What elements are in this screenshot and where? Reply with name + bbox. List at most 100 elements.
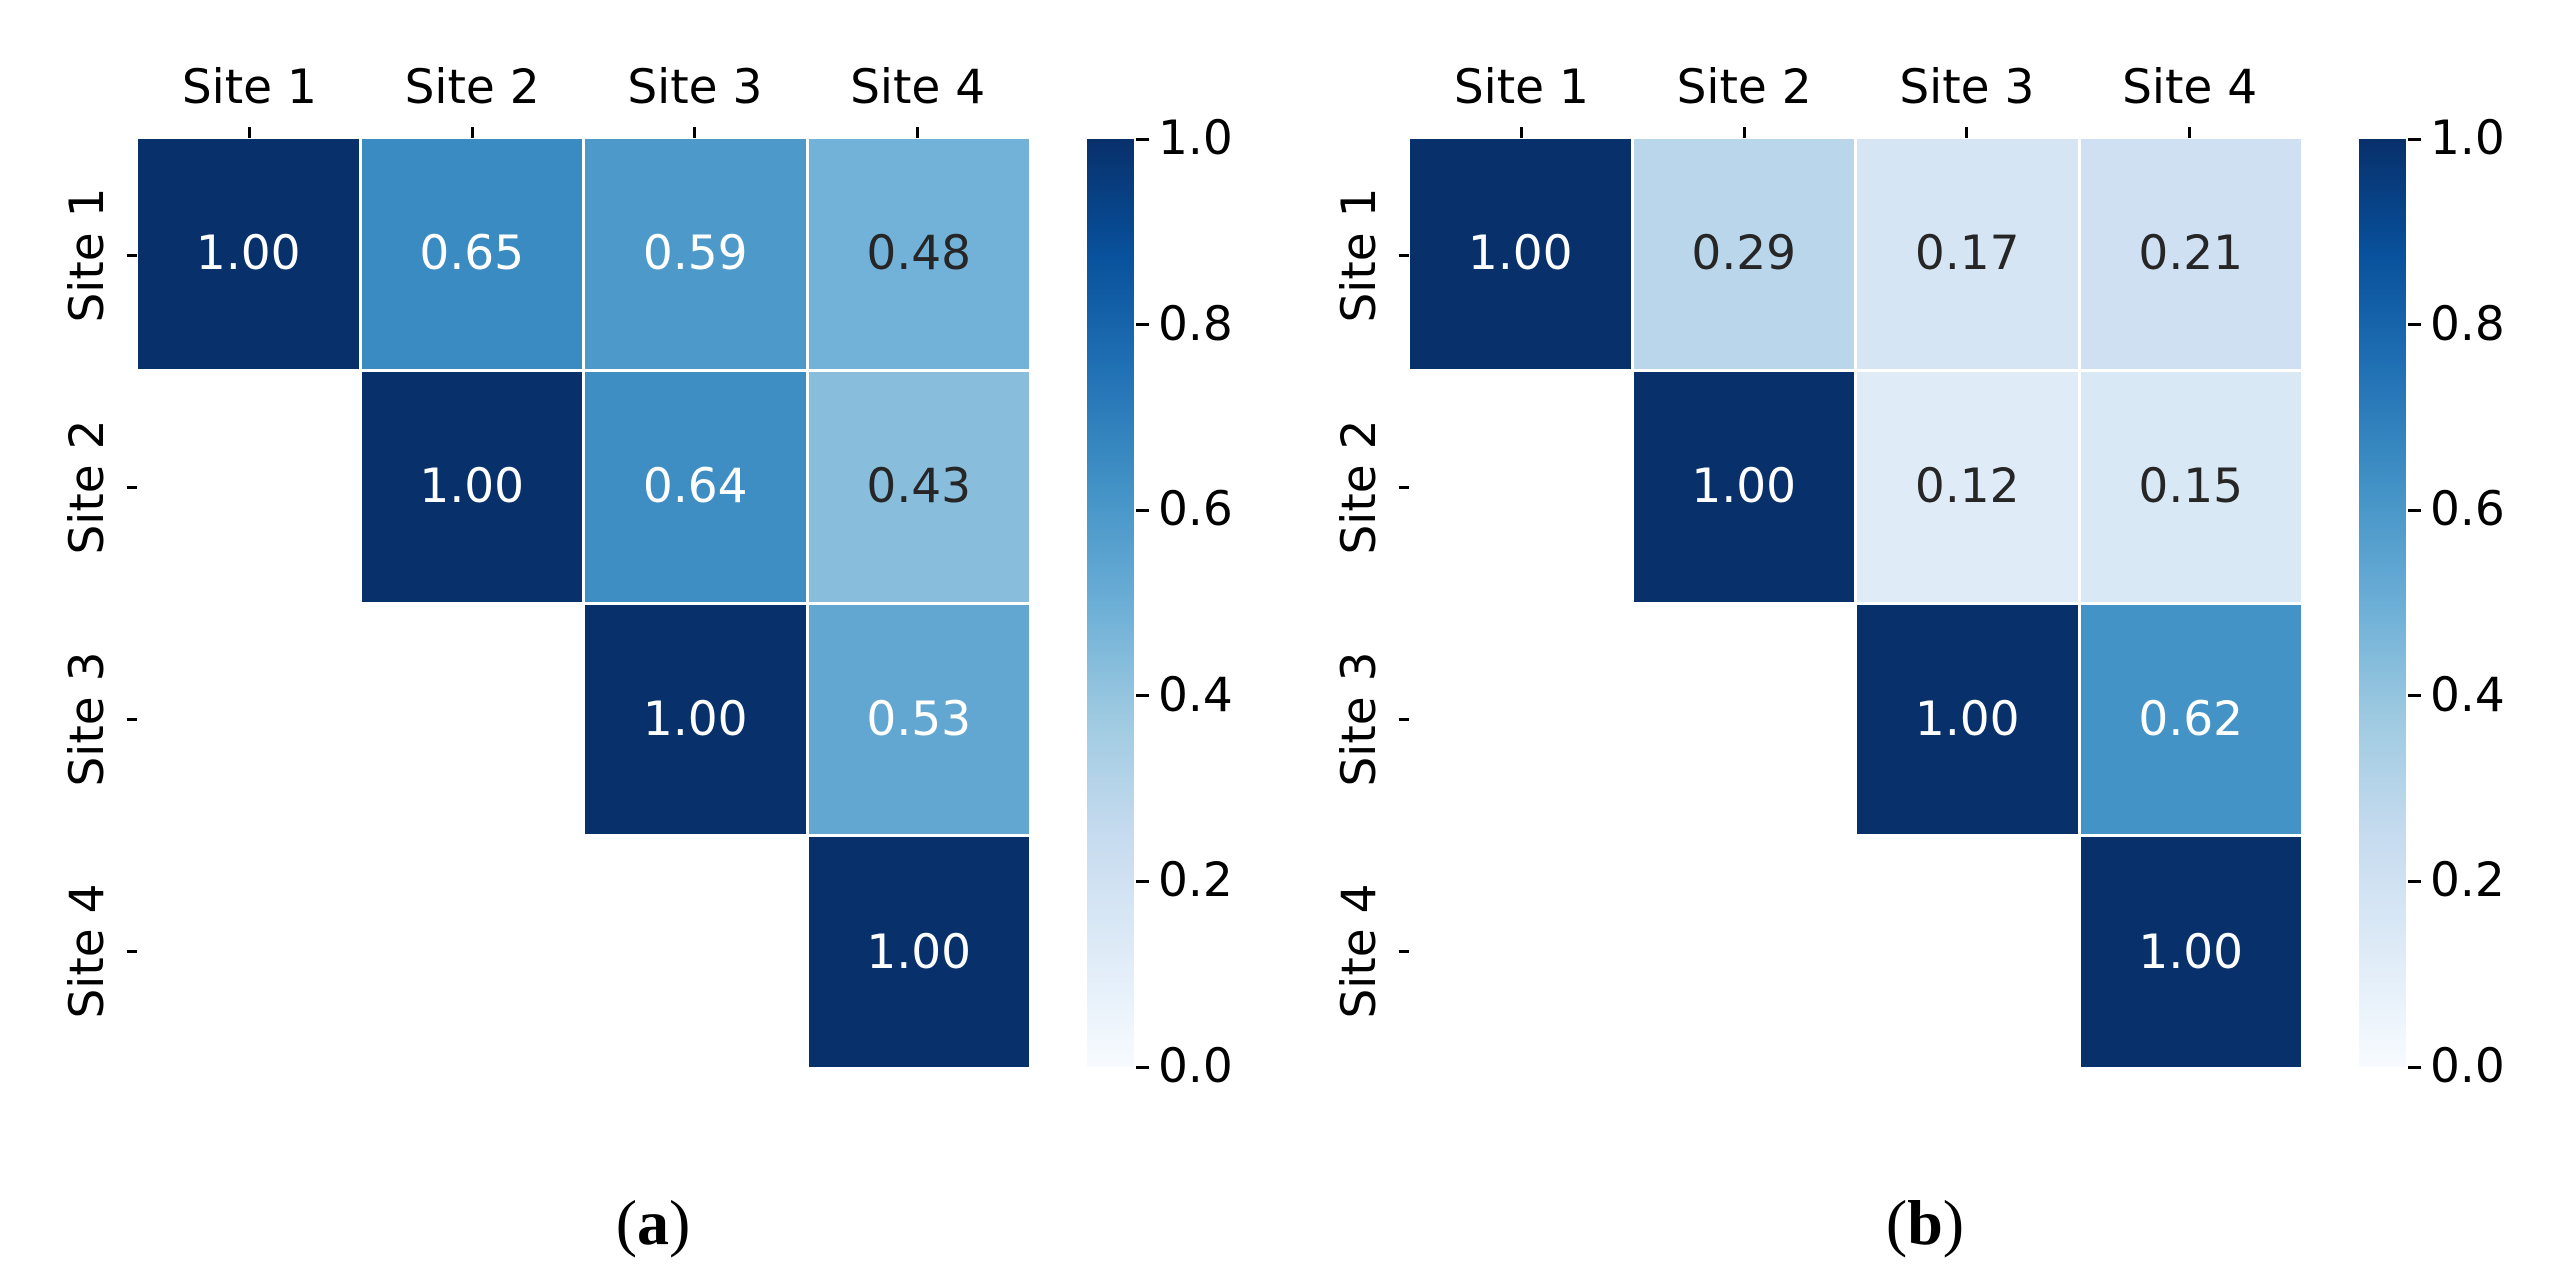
panel-b: Site 1 Site 2 Site 3 Site 4 Site 1 Site 2 Sit… — [1332, 0, 2553, 1277]
heatmap-cell: 0.29 — [1633, 139, 1854, 369]
x-tick-mark — [470, 127, 474, 138]
subfigure-caption: (b) — [1885, 1187, 1965, 1258]
colorbar-tick-label: 0.4 — [2430, 667, 2505, 723]
masked-cell — [1410, 837, 1631, 1067]
panel-a: Site 1 Site 2 Site 3 Site 4 Site 1 Site 2 Sit… — [60, 0, 1281, 1277]
cell-value: 0.43 — [866, 459, 972, 515]
y-tick-mark — [127, 949, 137, 953]
x-tick-mark — [2188, 127, 2192, 138]
heatmap-cell: 0.43 — [808, 371, 1029, 602]
x-tick-mark — [1742, 127, 1746, 138]
cell-value: 1.00 — [642, 691, 748, 747]
heatmap-cell: 1.00 — [1410, 139, 1631, 369]
masked-cell — [585, 837, 806, 1067]
y-tick-mark — [1399, 949, 1409, 953]
heatmap-cell: 0.15 — [2080, 371, 2301, 602]
colorbar-tick-label: 0.4 — [1158, 667, 1233, 723]
colorbar-tick-mark — [2408, 1065, 2421, 1069]
cell-value: 0.64 — [642, 459, 748, 515]
colorbar-tick-label: 0.8 — [1158, 296, 1233, 352]
x-tick-mark — [1519, 127, 1523, 138]
colorbar-tick-label: 1.0 — [2430, 111, 2505, 166]
heatmap-cell: 1.00 — [808, 837, 1029, 1067]
x-tick-label: Site 4 — [850, 60, 986, 115]
colorbar-tick-label: 0.2 — [2430, 853, 2505, 909]
x-tick-mark — [1965, 127, 1969, 138]
x-tick-mark — [693, 127, 697, 138]
heatmap-cell: 0.12 — [1857, 371, 2078, 602]
heatmap-cell: 1.00 — [1633, 371, 1854, 602]
masked-cell — [1857, 837, 2078, 1067]
heatmap-cell: 1.00 — [1857, 604, 2078, 835]
cell-value: 1.00 — [419, 459, 525, 515]
cell-value: 1.00 — [1467, 226, 1573, 282]
heatmap-cell: 0.17 — [1857, 139, 2078, 369]
masked-cell — [138, 605, 359, 835]
x-tick-label: Site 2 — [1676, 60, 1812, 115]
colorbar-tick-label: 0.2 — [1158, 853, 1233, 909]
x-tick-label: Site 3 — [1899, 60, 2035, 115]
colorbar-tick-mark — [2408, 508, 2421, 512]
y-tick-label: Site 3 — [60, 651, 115, 787]
y-tick-mark — [1399, 717, 1409, 721]
subfigure-caption: (a) — [615, 1187, 691, 1258]
y-tick-mark — [1399, 253, 1409, 257]
x-tick-label: Site 2 — [404, 60, 540, 115]
y-tick-label: Site 1 — [1332, 187, 1387, 323]
y-tick-mark — [1399, 485, 1409, 489]
colorbar-tick-label: 0.6 — [2430, 482, 2505, 538]
colorbar-tick-mark — [1136, 879, 1149, 883]
x-tick-label: Site 1 — [181, 60, 317, 115]
heatmap-cell: 0.53 — [808, 604, 1029, 835]
y-tick-label: Site 1 — [60, 187, 115, 323]
heatmap-cell: 0.62 — [2080, 604, 2301, 835]
cell-value: 0.59 — [642, 226, 748, 282]
heatmap-cell: 1.00 — [2080, 837, 2301, 1067]
x-tick-label: Site 1 — [1453, 60, 1589, 115]
x-tick-label: Site 4 — [2122, 60, 2258, 115]
colorbar-tick-mark — [1136, 137, 1149, 141]
colorbar-tick-mark — [1136, 1065, 1149, 1069]
x-tick-mark — [247, 127, 251, 138]
masked-cell — [362, 837, 583, 1067]
colorbar-tick-label: 0.8 — [2430, 296, 2505, 352]
heatmap-cell: 0.65 — [361, 139, 582, 369]
heatmap-cell: 0.48 — [808, 139, 1029, 369]
heatmap-cell: 1.00 — [361, 371, 582, 602]
y-tick-label: Site 3 — [1332, 651, 1387, 787]
colorbar-tick-label: 0.6 — [1158, 482, 1233, 538]
cell-value: 1.00 — [1691, 459, 1797, 515]
cell-value: 0.12 — [1914, 459, 2020, 515]
y-tick-label: Site 2 — [60, 419, 115, 555]
heatmap-cell: 0.21 — [2080, 139, 2301, 369]
colorbar — [2359, 139, 2406, 1067]
masked-cell — [1634, 837, 1855, 1067]
heatmap-cell: 1.00 — [138, 139, 359, 369]
masked-cell — [1634, 605, 1855, 835]
y-tick-mark — [127, 485, 137, 489]
masked-cell — [138, 372, 359, 602]
y-tick-mark — [127, 253, 137, 257]
colorbar — [1087, 139, 1134, 1067]
heatmap-cell: 0.59 — [585, 139, 806, 369]
colorbar-tick-label: 0.0 — [1158, 1039, 1233, 1094]
cell-value: 0.65 — [419, 226, 525, 282]
cell-value: 1.00 — [195, 226, 301, 282]
x-tick-label: Site 3 — [627, 60, 763, 115]
masked-cell — [362, 605, 583, 835]
cell-value: 0.17 — [1914, 226, 2020, 282]
x-tick-mark — [916, 127, 920, 138]
heatmap-cell: 1.00 — [585, 604, 806, 835]
heatmap-grid: 1.00 0.65 0.59 0.48 1.00 0.64 0.43 1.00 0.53 1.00 — [138, 139, 1029, 1067]
y-tick-label: Site 4 — [60, 883, 115, 1019]
colorbar-tick-mark — [2408, 323, 2421, 327]
colorbar-tick-mark — [2408, 137, 2421, 141]
cell-value: 1.00 — [1914, 691, 2020, 747]
caption-letter: b — [1907, 1187, 1943, 1258]
colorbar-tick-label: 1.0 — [1158, 111, 1233, 166]
y-tick-mark — [127, 717, 137, 721]
colorbar-tick-mark — [2408, 694, 2421, 698]
masked-cell — [138, 837, 359, 1067]
cell-value: 0.53 — [866, 691, 972, 747]
